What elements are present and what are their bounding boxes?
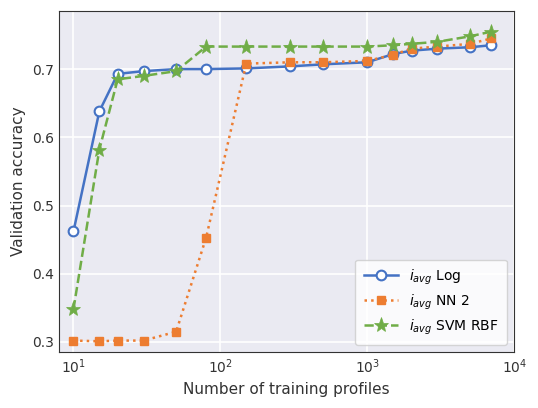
$i_{avg}$ NN 2	[203, 235, 209, 240]
$i_{avg}$ NN 2	[434, 44, 441, 49]
$i_{avg}$ SVM RBF	[287, 44, 294, 49]
$i_{avg}$ Log	[70, 229, 77, 234]
$i_{avg}$ SVM RBF	[243, 44, 250, 49]
$i_{avg}$ Log	[408, 48, 415, 53]
$i_{avg}$ SVM RBF	[364, 44, 371, 49]
Legend: $i_{avg}$ Log, $i_{avg}$ NN 2, $i_{avg}$ SVM RBF: $i_{avg}$ Log, $i_{avg}$ NN 2, $i_{avg}$…	[355, 259, 507, 345]
$i_{avg}$ SVM RBF	[434, 39, 441, 44]
$i_{avg}$ NN 2	[70, 338, 77, 343]
$i_{avg}$ Log	[320, 62, 326, 67]
$i_{avg}$ NN 2	[488, 36, 494, 41]
$i_{avg}$ Log	[173, 67, 179, 71]
$i_{avg}$ NN 2	[364, 58, 371, 63]
$i_{avg}$ NN 2	[115, 338, 121, 343]
$i_{avg}$ NN 2	[140, 338, 147, 343]
$i_{avg}$ NN 2	[320, 60, 326, 65]
$i_{avg}$ Log	[287, 64, 294, 69]
$i_{avg}$ SVM RBF	[408, 41, 415, 46]
$i_{avg}$ Log	[434, 46, 441, 51]
$i_{avg}$ NN 2	[96, 339, 103, 344]
$i_{avg}$ Log	[243, 66, 250, 71]
$i_{avg}$ Log	[203, 67, 209, 71]
$i_{avg}$ NN 2	[287, 60, 294, 65]
$i_{avg}$ SVM RBF	[140, 73, 147, 78]
$i_{avg}$ SVM RBF	[70, 307, 77, 312]
$i_{avg}$ SVM RBF	[320, 44, 326, 49]
$i_{avg}$ SVM RBF	[488, 29, 494, 34]
$i_{avg}$ NN 2	[243, 61, 250, 66]
$i_{avg}$ SVM RBF	[467, 34, 473, 39]
$i_{avg}$ SVM RBF	[115, 77, 121, 82]
$i_{avg}$ Log	[115, 71, 121, 76]
$i_{avg}$ NN 2	[408, 46, 415, 51]
$i_{avg}$ Log	[390, 52, 397, 57]
$i_{avg}$ Log	[96, 109, 103, 114]
$i_{avg}$ SVM RBF	[203, 44, 209, 49]
Line: $i_{avg}$ NN 2: $i_{avg}$ NN 2	[69, 34, 495, 346]
$i_{avg}$ SVM RBF	[96, 147, 103, 152]
Line: $i_{avg}$ Log: $i_{avg}$ Log	[69, 40, 497, 236]
$i_{avg}$ Log	[467, 45, 473, 50]
$i_{avg}$ Log	[364, 60, 371, 65]
$i_{avg}$ Log	[488, 43, 494, 48]
$i_{avg}$ Log	[140, 69, 147, 73]
Y-axis label: Validation accuracy: Validation accuracy	[11, 107, 26, 257]
$i_{avg}$ SVM RBF	[390, 43, 397, 48]
$i_{avg}$ NN 2	[173, 329, 179, 334]
X-axis label: Number of training profiles: Number of training profiles	[183, 382, 390, 397]
Line: $i_{avg}$ SVM RBF: $i_{avg}$ SVM RBF	[66, 24, 499, 317]
$i_{avg}$ NN 2	[390, 52, 397, 57]
$i_{avg}$ NN 2	[467, 41, 473, 46]
$i_{avg}$ SVM RBF	[173, 69, 179, 73]
